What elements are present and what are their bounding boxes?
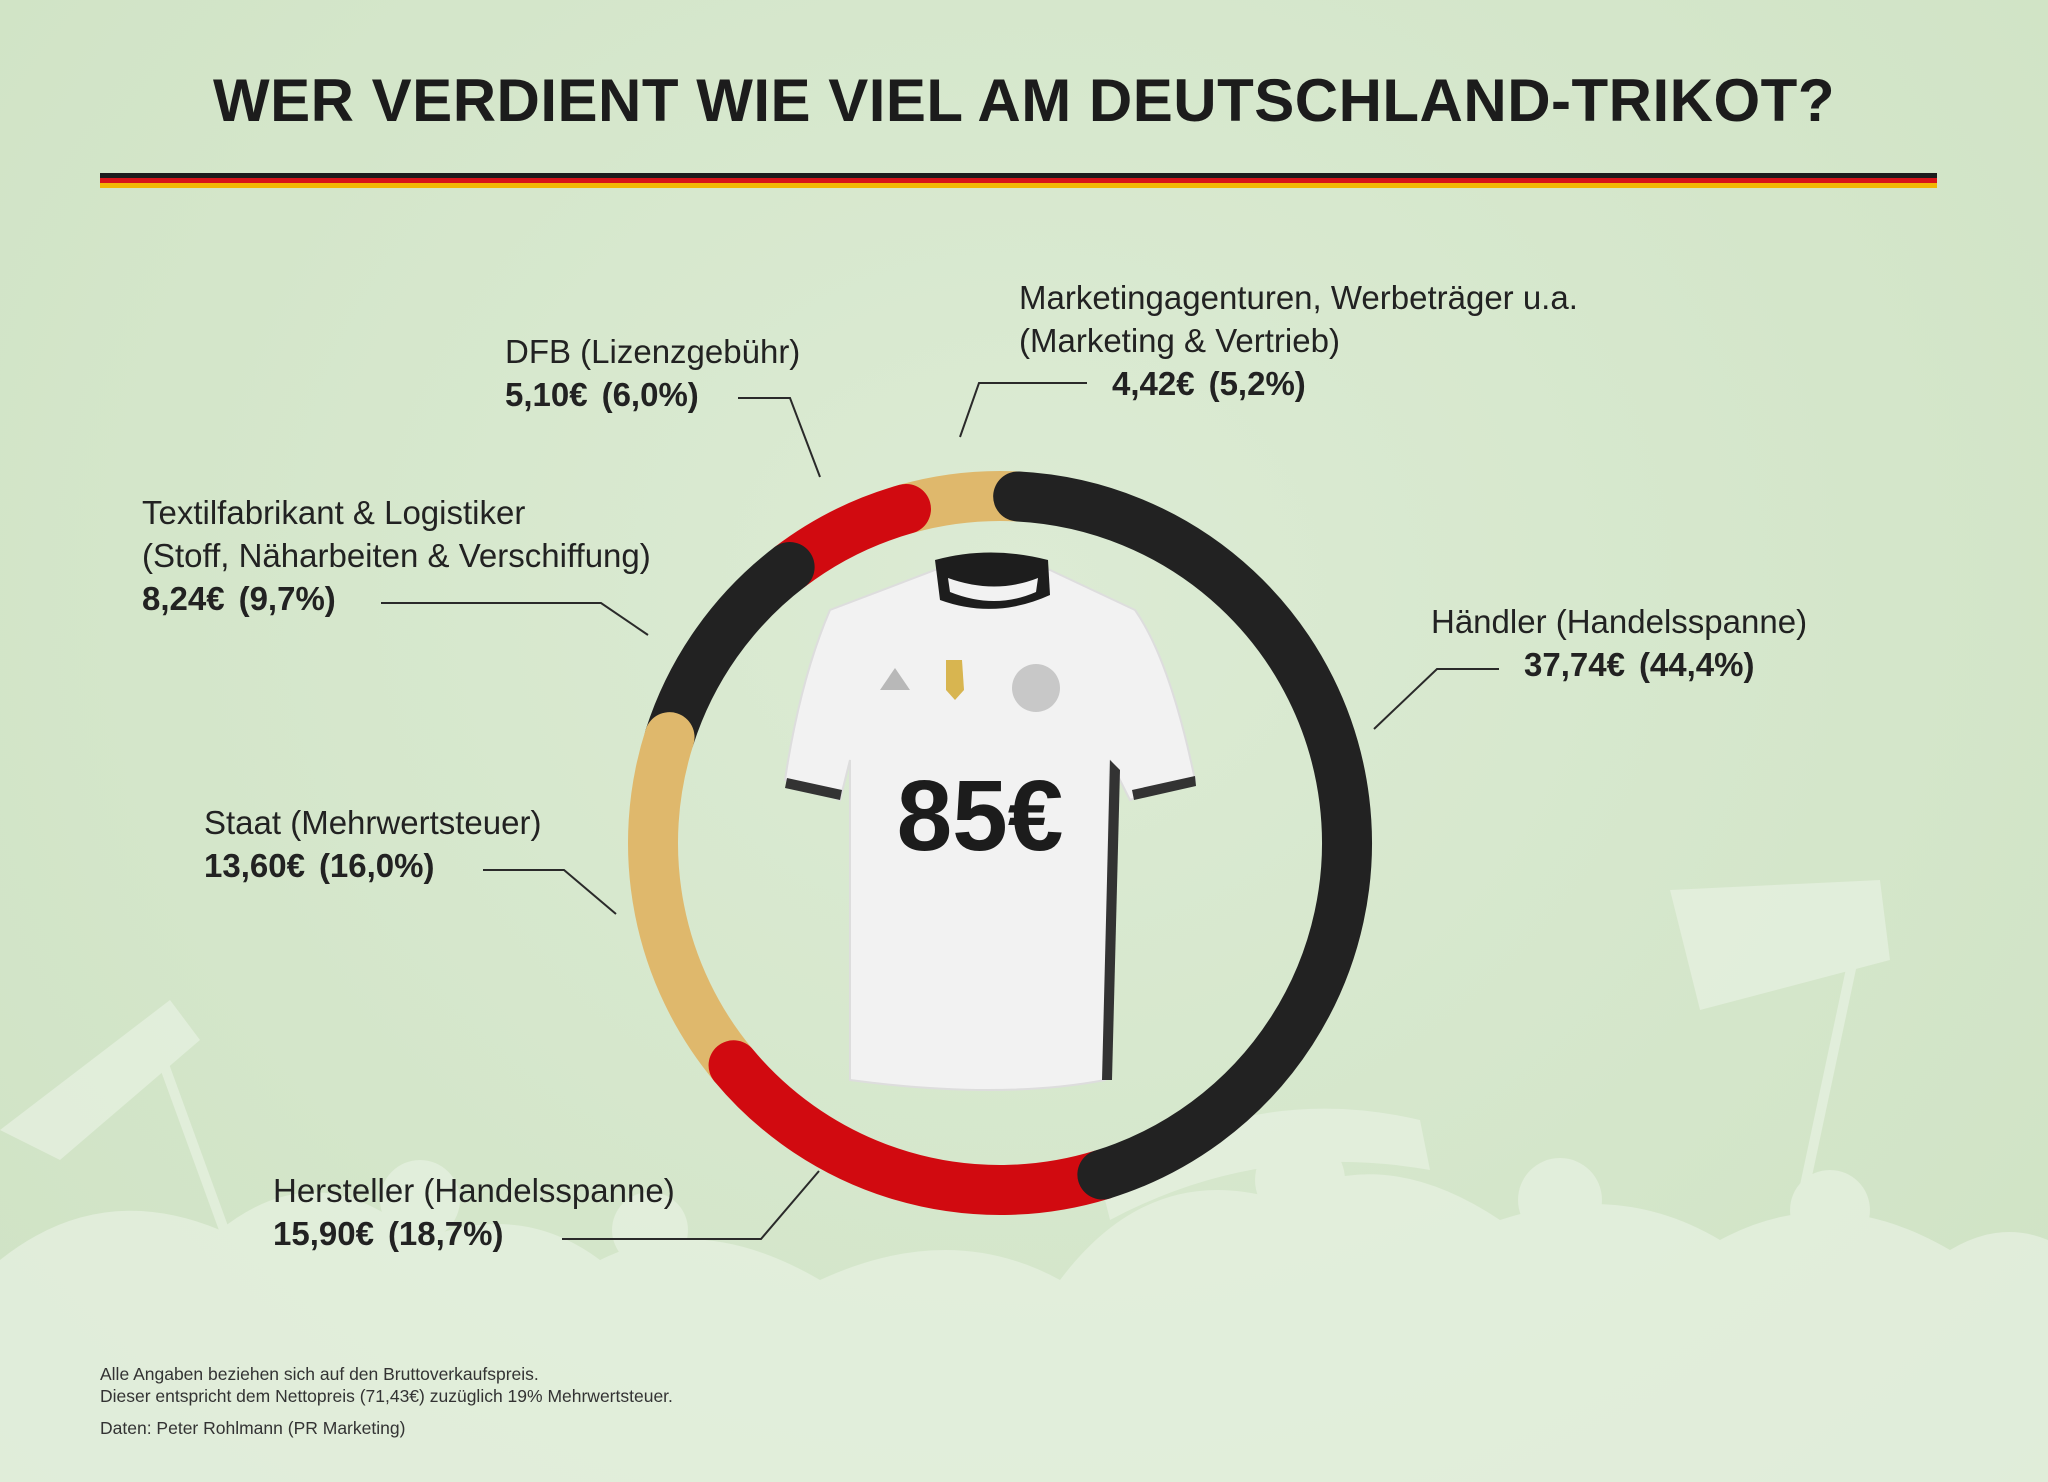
label-text: Hersteller (Handelsspanne) xyxy=(273,1172,675,1209)
leader-line-staat xyxy=(483,869,617,915)
leader-line-textil xyxy=(381,602,649,636)
label-text-2: (Stoff, Näharbeiten & Verschiffung) xyxy=(142,537,651,574)
leader-line-hersteller xyxy=(562,1170,820,1240)
value-text: 8,24€ xyxy=(142,580,225,617)
percent-text: (16,0%) xyxy=(318,847,435,884)
value-text: 37,74€ xyxy=(1524,646,1625,683)
label-text: Textilfabrikant & Logistiker xyxy=(142,494,526,531)
leader-lines xyxy=(381,382,1499,1240)
footnote-1: Alle Angaben beziehen sich auf den Brutt… xyxy=(100,1364,539,1384)
total-price-label: 85€ xyxy=(897,760,1064,872)
leader-line-haendler xyxy=(1373,668,1499,730)
percent-text: (6,0%) xyxy=(601,376,699,413)
segment-label-haendler: Händler (Handelsspanne) 37,74€ (44,4%) xyxy=(1431,600,1807,686)
segment-label-hersteller: Hersteller (Handelsspanne) 15,90€ (18,7%) xyxy=(273,1169,675,1255)
percent-text: (5,2%) xyxy=(1208,365,1306,402)
segment-label-dfb: DFB (Lizenzgebühr) 5,10€ (6,0%) xyxy=(505,330,800,416)
data-source: Daten: Peter Rohlmann (PR Marketing) xyxy=(100,1418,406,1438)
segment-label-textil: Textilfabrikant & Logistiker (Stoff, Näh… xyxy=(142,491,651,620)
flag-stripe-black xyxy=(100,173,1937,178)
leader-line-marketing xyxy=(959,382,1087,438)
label-text: Staat (Mehrwertsteuer) xyxy=(204,804,542,841)
flag-stripe-gold xyxy=(100,183,1937,188)
donut-segment-textil xyxy=(644,542,815,763)
value-text: 4,42€ xyxy=(1112,365,1195,402)
leader-line-dfb xyxy=(738,397,821,478)
value-text: 13,60€ xyxy=(204,847,305,884)
value-text: 15,90€ xyxy=(273,1215,374,1252)
segment-label-marketing: Marketingagenturen, Werbeträger u.a. (Ma… xyxy=(1019,276,1578,405)
value-text: 5,10€ xyxy=(505,376,588,413)
donut-segment-hersteller xyxy=(708,1040,1128,1215)
label-text: DFB (Lizenzgebühr) xyxy=(505,333,801,370)
footer-notes: Alle Angaben beziehen sich auf den Brutt… xyxy=(100,1363,673,1439)
page-title: WER VERDIENT WIE VIEL AM DEUTSCHLAND-TRI… xyxy=(213,67,1835,134)
donut-segment-staat xyxy=(628,712,759,1091)
jersey-image xyxy=(783,552,1197,1091)
label-text: Händler (Handelsspanne) xyxy=(1431,603,1808,640)
percent-text: (9,7%) xyxy=(238,580,336,617)
donut-segment-haendler xyxy=(993,471,1372,1200)
segment-label-staat: Staat (Mehrwertsteuer) 13,60€ (16,0%) xyxy=(204,801,541,887)
flag-stripe-red xyxy=(100,178,1937,183)
percent-text: (18,7%) xyxy=(387,1215,504,1252)
label-text-2: (Marketing & Vertrieb) xyxy=(1019,322,1340,359)
footnote-2: Dieser entspricht dem Nettopreis (71,43€… xyxy=(100,1386,673,1406)
label-text: Marketingagenturen, Werbeträger u.a. xyxy=(1019,279,1578,316)
percent-text: (44,4%) xyxy=(1638,646,1755,683)
